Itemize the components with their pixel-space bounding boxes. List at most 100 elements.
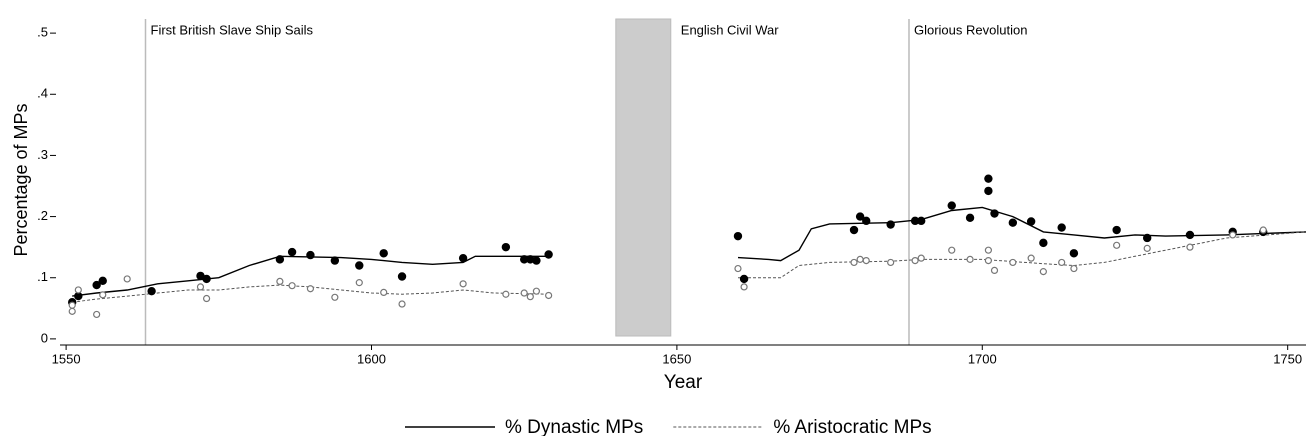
data-point: [92, 280, 101, 290]
data-point: [306, 250, 315, 260]
data-point: [855, 212, 865, 221]
data-point: [917, 254, 925, 262]
annotation-label: First British Slave Ship Sails: [151, 22, 314, 37]
data-point: [1039, 238, 1048, 248]
data-point: [532, 256, 541, 265]
data-point: [990, 266, 999, 274]
x-tick-label: 1750: [1273, 351, 1302, 366]
y-tick-label: .4: [37, 86, 48, 101]
data-point: [1113, 241, 1121, 249]
data-point: [202, 274, 211, 284]
data-point: [1069, 249, 1079, 258]
data-point: [68, 301, 76, 309]
data-point: [98, 276, 107, 285]
data-point: [984, 186, 993, 196]
y-axis-title: Percentage of MPs: [11, 103, 31, 256]
data-point: [459, 280, 467, 288]
data-point: [331, 293, 339, 301]
x-axis-title: Year: [664, 372, 703, 393]
y-tick-label: .2: [37, 208, 48, 223]
data-point: [1185, 230, 1195, 240]
data-point: [1026, 217, 1036, 226]
y-tick-label: .5: [37, 25, 48, 40]
x-tick-label: 1650: [662, 351, 691, 366]
shaded-span: [615, 18, 672, 337]
annotation-label: English Civil War: [681, 22, 779, 37]
data-point: [862, 216, 871, 226]
data-point: [1008, 218, 1018, 227]
data-point: [379, 249, 388, 258]
data-point: [355, 261, 364, 270]
data-point: [948, 246, 956, 254]
data-point: [1009, 258, 1017, 267]
data-point: [202, 294, 211, 303]
data-point: [965, 213, 975, 222]
data-point: [739, 274, 749, 284]
data-point: [917, 216, 926, 226]
data-point: [99, 291, 107, 299]
data-point: [501, 242, 511, 252]
data-point: [306, 285, 315, 293]
data-point: [1259, 226, 1267, 234]
data-point: [458, 253, 468, 263]
data-point: [984, 174, 993, 183]
y-tick-label: 0: [41, 330, 48, 345]
data-point: [1058, 258, 1066, 267]
data-point: [93, 310, 101, 319]
data-point: [887, 258, 895, 267]
data-point: [502, 290, 510, 298]
x-tick-label: 1550: [52, 351, 81, 366]
data-point: [1142, 233, 1152, 243]
data-point: [520, 289, 528, 297]
data-point: [1112, 225, 1121, 235]
data-point: [196, 283, 205, 291]
data-point: [1186, 243, 1194, 251]
data-point: [1057, 223, 1066, 232]
data-point: [740, 283, 748, 291]
data-point: [288, 282, 296, 290]
data-point: [276, 277, 284, 285]
data-point: [355, 279, 363, 287]
legend-label: % Aristocratic MPs: [773, 417, 931, 436]
data-point: [850, 258, 858, 267]
data-point: [330, 256, 340, 265]
data-point: [856, 255, 864, 263]
data-point: [990, 209, 999, 218]
data-point: [984, 257, 992, 265]
data-point: [532, 287, 541, 295]
data-point: [1039, 268, 1047, 276]
data-point: [862, 257, 870, 265]
data-point: [275, 255, 285, 264]
x-tick-label: 1600: [357, 351, 386, 366]
x-tick-label: 1700: [968, 351, 997, 366]
data-point: [545, 291, 553, 300]
data-point: [123, 275, 131, 283]
data-point: [734, 264, 742, 273]
data-point: [526, 293, 534, 301]
data-point: [398, 300, 406, 308]
data-point: [911, 257, 919, 265]
data-point: [147, 286, 156, 296]
data-point: [1143, 244, 1151, 252]
data-point: [966, 255, 974, 263]
data-point: [1027, 254, 1035, 262]
data-point: [947, 201, 956, 210]
series-line: [72, 206, 1307, 297]
data-point: [74, 286, 82, 294]
data-point: [544, 250, 553, 259]
data-point: [380, 288, 388, 297]
data-point: [733, 231, 743, 241]
data-point: [849, 225, 859, 235]
data-point: [984, 246, 992, 254]
annotation-label: Glorious Revolution: [914, 22, 1027, 37]
series-line: [72, 231, 1307, 303]
legend-label: % Dynastic MPs: [505, 417, 643, 436]
y-tick-label: .1: [37, 269, 48, 284]
y-tick-label: .3: [37, 147, 48, 162]
data-point: [886, 220, 895, 229]
data-point: [1229, 231, 1237, 239]
data-point: [287, 247, 297, 257]
data-point: [68, 307, 76, 315]
